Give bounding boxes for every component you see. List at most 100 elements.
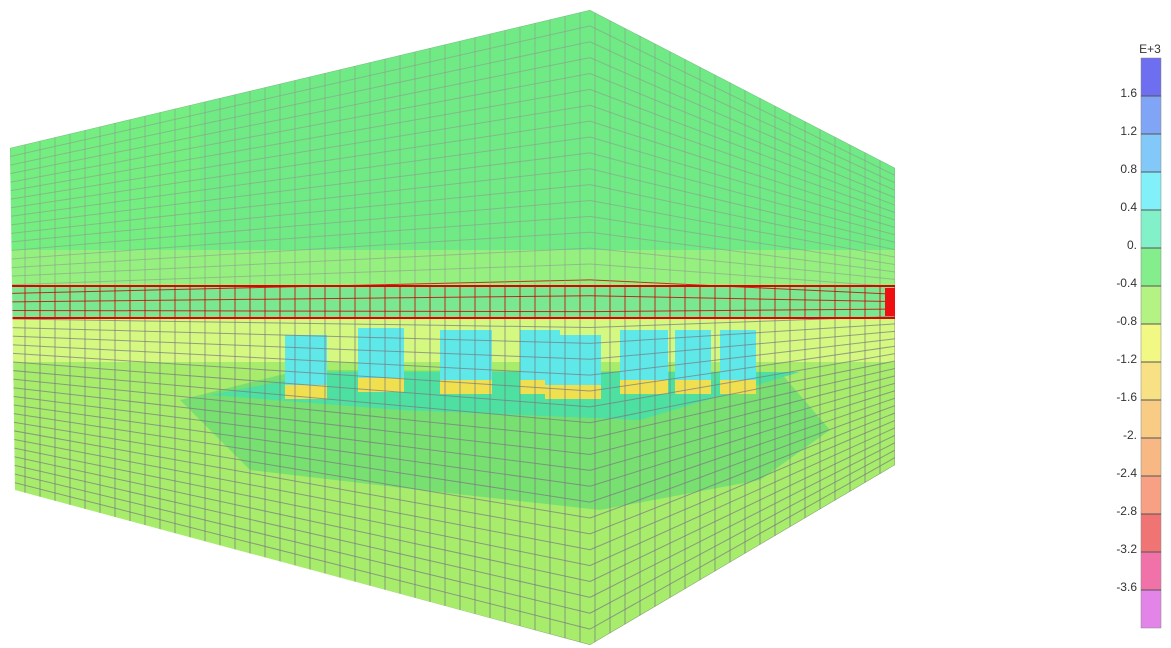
mesh-line [589,184,895,251]
mesh-line [10,361,591,408]
mesh-line [589,367,895,440]
mesh-line [10,438,591,551]
legend-band [1140,323,1162,363]
legend-exponent: E+3 [1139,42,1161,56]
mesh-line [10,41,591,166]
legend-band [1140,361,1162,401]
mesh-line [589,10,895,169]
mesh-line [10,136,591,217]
mesh-line [10,446,591,567]
mesh-line [589,353,895,408]
mesh-line [589,57,895,191]
legend-label: 0.4 [1120,200,1137,214]
legend-label: -3.6 [1116,580,1137,594]
pile-base [358,378,404,392]
legend-label: -3.2 [1116,542,1137,556]
mesh-line [10,73,591,183]
legend-band [1140,95,1162,135]
mesh-line [10,10,591,149]
legend-band [1140,551,1162,591]
mesh-line [589,382,895,471]
pile-base [545,385,601,399]
mesh-line [10,344,591,376]
legend-band [1140,285,1162,325]
mesh-line [10,184,591,243]
mesh-line [589,136,895,228]
mesh-line [10,152,591,226]
mesh-line [589,295,895,303]
mesh-line [589,442,895,598]
mesh-line [10,352,591,392]
mesh-line [10,318,591,328]
legend-band [1140,437,1162,477]
mesh-line [10,104,591,200]
mesh-line [10,463,591,598]
mesh-line [10,309,591,313]
mesh-line [589,330,895,360]
mesh-line [589,73,895,199]
legend-band [1140,513,1162,553]
mesh-line [589,323,895,344]
legend-band [1140,589,1162,629]
mesh-line [10,88,591,192]
mesh-line [589,338,895,376]
mesh-line [10,295,591,303]
legend-band [1140,57,1162,97]
legend-band [1140,247,1162,287]
mesh-line [589,104,895,214]
mesh-line [589,457,895,630]
mesh-line [589,279,895,295]
mesh-line [10,120,591,209]
red-edge [885,288,895,316]
mesh-line [10,421,591,519]
legend-band [1140,475,1162,515]
mesh-line [10,455,591,582]
mesh-line [589,390,895,487]
mesh-line [10,395,591,471]
legend-label: -2.4 [1116,466,1137,480]
mesh-line [589,231,895,273]
mesh-line [10,429,591,535]
mesh-line [10,231,591,269]
legend-band [1140,209,1162,249]
mesh-line [589,405,895,519]
mesh-line [589,308,895,313]
legend-band [1140,133,1162,173]
mesh-line [589,427,895,567]
mesh-line [589,434,895,582]
mesh-line [589,360,895,424]
legend-label: -2.8 [1116,504,1137,518]
mesh-line [10,215,591,260]
mesh-line [10,327,591,344]
mesh-line [10,168,591,234]
legend-label: 0.8 [1120,162,1137,176]
legend-label: 1.2 [1120,124,1137,138]
legend-label: 1.6 [1120,86,1137,100]
mesh-line [589,449,895,614]
mesh-line [10,386,591,455]
mesh-line [589,88,895,206]
legend-band [1140,171,1162,211]
mesh-line [589,247,895,280]
legend-band [1140,399,1162,439]
legend: E+3 1.6 1.2 0.8 0.4 0. -0.4 -0.8 -1.2 -1.6 -2. -2.… [1116,42,1162,629]
mesh-line [10,404,591,487]
mesh-line [10,247,591,277]
mesh-line [589,375,895,455]
zone-band [10,286,895,318]
legend-label: -0.8 [1116,314,1137,328]
mesh-line [10,412,591,503]
mesh-line [10,480,591,630]
red-band-edge [10,285,895,319]
mesh-line [589,419,895,551]
mesh-line [10,472,591,614]
mesh-line [589,215,895,266]
mesh-line [589,25,895,176]
mesh-line [589,412,895,535]
pile-base [720,380,756,394]
mesh-line [10,57,591,175]
mesh-line [589,41,895,184]
legend-label: -1.6 [1116,390,1137,404]
mesh-line [10,25,591,158]
